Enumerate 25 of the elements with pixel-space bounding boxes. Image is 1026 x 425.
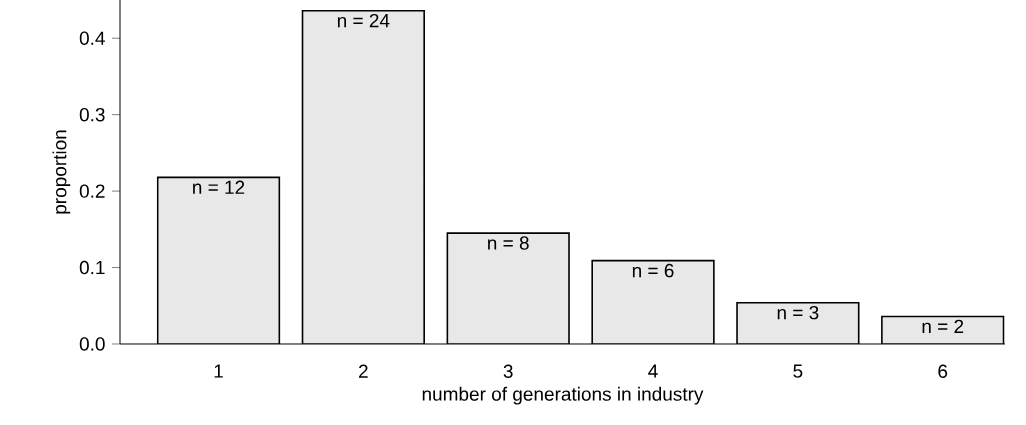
x-tick-label: 2 — [359, 364, 368, 378]
y-tick-label: 0.1 — [79, 260, 105, 275]
y-axis-title: proportion — [52, 130, 71, 214]
y-tick-label: 0.2 — [79, 184, 105, 198]
bar — [156, 176, 281, 344]
bar — [591, 259, 715, 344]
annotation: n = 8 — [488, 236, 529, 250]
x-tick-label: 1 — [214, 364, 223, 378]
y-tick-label: 0.3 — [79, 107, 105, 122]
bar — [881, 315, 1005, 344]
y-tick-label: 0.4 — [79, 31, 105, 45]
annotation: n = 12 — [193, 180, 245, 194]
x-tick-label: 5 — [793, 364, 803, 378]
x-tick-label: 4 — [648, 364, 658, 378]
annotation: n = 6 — [632, 263, 674, 278]
x-tick-label: 6 — [938, 364, 948, 378]
bar — [446, 232, 570, 344]
annotation: n = 3 — [777, 305, 819, 320]
annotation: n = 2 — [922, 319, 964, 333]
x-axis-title: number of generations in industry — [422, 386, 704, 405]
x-tick-label: 3 — [503, 364, 513, 378]
y-tick-label: 0.0 — [79, 337, 105, 351]
annotation: n = 24 — [337, 13, 390, 28]
bar — [301, 9, 425, 344]
bar — [736, 301, 860, 344]
